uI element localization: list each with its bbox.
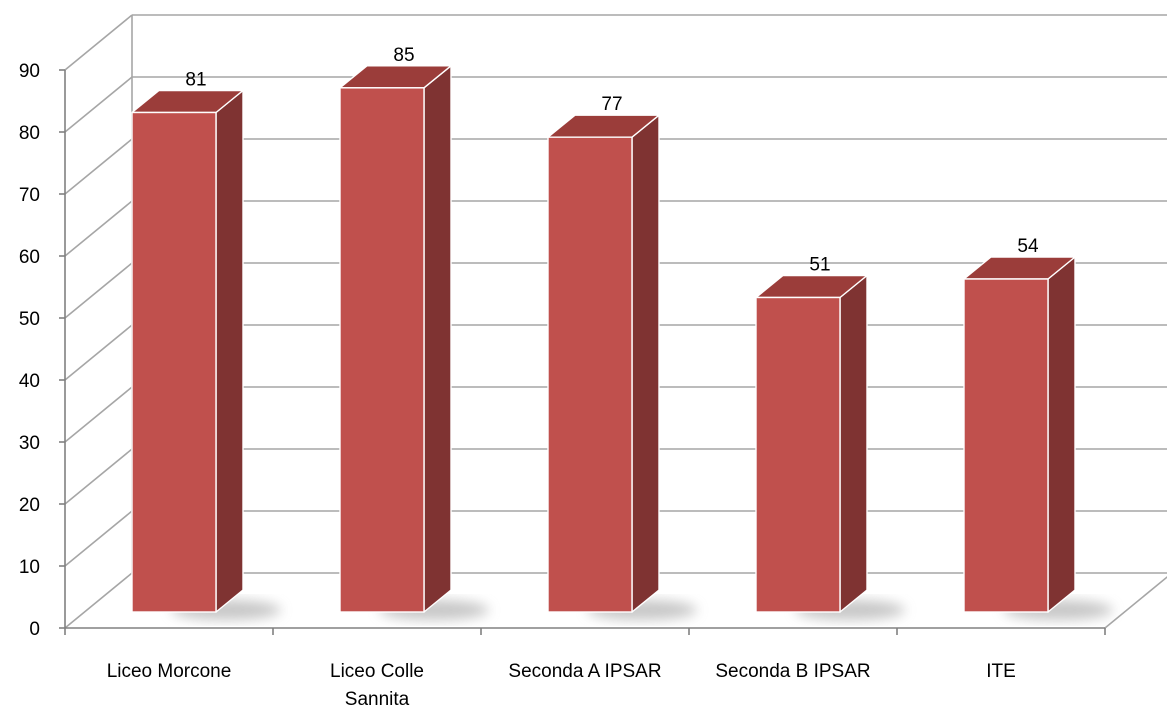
bar-0 — [131, 89, 244, 613]
y-tick-label: 60 — [19, 247, 40, 268]
data-label: 54 — [1017, 236, 1039, 257]
bar-side-face — [631, 114, 660, 613]
side-gridline-50 — [64, 262, 133, 319]
side-gridline-40 — [64, 324, 133, 381]
x-axis: Liceo Morcone Liceo Colle Sannita Seconda A… — [64, 627, 1106, 710]
y-tick-label: 10 — [19, 557, 40, 578]
bar-front-face — [755, 296, 841, 613]
x-tick-label: Seconda B IPSAR — [715, 661, 870, 682]
bar-side-face — [1047, 256, 1076, 613]
y-axis: 0 10 20 30 40 50 60 70 80 90 — [19, 61, 66, 640]
x-tick-label-line: Sannita — [345, 689, 410, 710]
side-gridline-20 — [64, 448, 133, 505]
bar-shadows — [171, 600, 1113, 620]
y-tick-label: 20 — [19, 495, 40, 516]
data-labels: 81 85 77 51 54 — [185, 45, 1039, 276]
x-tick-label-line: Seconda A IPSAR — [508, 661, 661, 682]
x-tick-label: Liceo Morcone — [107, 661, 232, 682]
side-gridline-10 — [64, 510, 133, 567]
data-label: 81 — [185, 70, 206, 91]
y-tick-label: 40 — [19, 371, 40, 392]
bar-front-face — [339, 87, 425, 613]
side-gridline-90 — [64, 14, 133, 71]
bar-4 — [963, 256, 1076, 613]
x-tick-label-line: Liceo Colle — [330, 661, 424, 682]
bar-side-face — [215, 89, 244, 613]
side-gridline-80 — [64, 76, 133, 133]
floor-right-edge — [1104, 576, 1167, 629]
y-tick-label: 50 — [19, 309, 40, 330]
x-tick-label-line: ITE — [986, 661, 1016, 682]
side-gridline-60 — [64, 200, 133, 257]
x-tick-label-line: Liceo Morcone — [107, 661, 232, 682]
bar-1 — [339, 65, 452, 613]
bar-front-face — [131, 111, 217, 613]
bar-3 — [755, 274, 868, 613]
data-label: 51 — [809, 255, 830, 276]
side-gridline-0 — [64, 572, 133, 629]
y-tick-label: 0 — [29, 619, 40, 640]
y-tick-label: 80 — [19, 123, 40, 144]
side-gridline-30 — [64, 386, 133, 443]
y-tick-label: 70 — [19, 185, 40, 206]
y-tick-label: 30 — [19, 433, 40, 454]
bar-side-face — [423, 65, 452, 613]
bar-side-face — [839, 274, 868, 613]
bar-front-face — [547, 136, 633, 613]
bar-front-face — [963, 278, 1049, 613]
bars-group — [131, 65, 1076, 613]
side-gridline-70 — [64, 138, 133, 195]
bar-2 — [547, 114, 660, 613]
x-tick-label-line: Seconda B IPSAR — [715, 661, 870, 682]
x-tick-label: Liceo Colle Sannita — [330, 661, 424, 710]
data-label: 85 — [393, 45, 414, 66]
y-tick-label: 90 — [19, 61, 40, 82]
x-tick-label: ITE — [986, 661, 1016, 682]
x-tick-label: Seconda A IPSAR — [508, 661, 661, 682]
data-label: 77 — [601, 94, 622, 115]
